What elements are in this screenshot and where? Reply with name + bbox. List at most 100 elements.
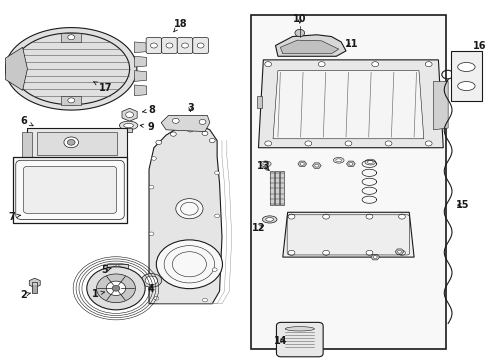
- FancyBboxPatch shape: [192, 38, 208, 53]
- Circle shape: [322, 214, 329, 219]
- Polygon shape: [5, 28, 137, 110]
- Circle shape: [68, 98, 75, 103]
- Circle shape: [166, 43, 173, 48]
- Bar: [449, 51, 481, 101]
- Polygon shape: [106, 264, 128, 270]
- Circle shape: [197, 43, 203, 48]
- Polygon shape: [37, 128, 132, 132]
- Polygon shape: [346, 161, 354, 167]
- Circle shape: [156, 140, 162, 144]
- Text: 16: 16: [472, 41, 486, 50]
- Polygon shape: [297, 161, 306, 167]
- Ellipse shape: [457, 62, 474, 72]
- Polygon shape: [272, 71, 423, 139]
- Circle shape: [149, 185, 154, 189]
- Circle shape: [67, 139, 75, 145]
- Ellipse shape: [364, 159, 375, 165]
- Polygon shape: [134, 71, 146, 81]
- Circle shape: [29, 169, 35, 173]
- Circle shape: [199, 120, 205, 125]
- Text: 10: 10: [292, 14, 306, 24]
- Polygon shape: [275, 35, 346, 56]
- Circle shape: [348, 162, 352, 165]
- Circle shape: [425, 141, 431, 146]
- Circle shape: [125, 112, 133, 118]
- Circle shape: [209, 138, 215, 143]
- Circle shape: [104, 169, 110, 173]
- Bar: [274, 171, 278, 205]
- FancyBboxPatch shape: [276, 322, 323, 357]
- Circle shape: [366, 214, 372, 219]
- FancyBboxPatch shape: [162, 38, 177, 53]
- Ellipse shape: [285, 327, 314, 331]
- Circle shape: [64, 137, 79, 148]
- Ellipse shape: [141, 274, 162, 287]
- Circle shape: [345, 141, 351, 146]
- Polygon shape: [149, 125, 222, 304]
- Polygon shape: [394, 249, 403, 255]
- Polygon shape: [37, 132, 117, 155]
- Text: 4: 4: [148, 284, 155, 294]
- Circle shape: [149, 232, 154, 235]
- Polygon shape: [258, 60, 443, 148]
- Circle shape: [314, 164, 318, 167]
- FancyBboxPatch shape: [23, 166, 116, 213]
- Circle shape: [106, 281, 125, 296]
- Circle shape: [366, 250, 372, 255]
- Text: 15: 15: [455, 200, 468, 210]
- Circle shape: [104, 207, 110, 211]
- Polygon shape: [134, 42, 146, 53]
- Circle shape: [202, 131, 207, 135]
- Bar: [32, 282, 37, 293]
- Text: 9: 9: [140, 122, 154, 132]
- Circle shape: [29, 207, 35, 211]
- Circle shape: [187, 128, 193, 132]
- Polygon shape: [122, 108, 137, 121]
- Circle shape: [287, 214, 294, 219]
- Circle shape: [264, 141, 271, 146]
- Circle shape: [154, 297, 159, 300]
- Text: 8: 8: [142, 105, 155, 115]
- Circle shape: [264, 62, 271, 67]
- Circle shape: [172, 118, 179, 123]
- Text: 7: 7: [8, 212, 20, 221]
- Circle shape: [150, 279, 155, 282]
- Circle shape: [397, 250, 401, 253]
- Circle shape: [150, 43, 157, 48]
- Text: 5: 5: [101, 265, 111, 275]
- Polygon shape: [433, 81, 447, 130]
- Ellipse shape: [119, 121, 138, 130]
- Circle shape: [371, 62, 378, 67]
- Circle shape: [96, 274, 135, 303]
- Text: 1: 1: [92, 289, 104, 299]
- Text: 2: 2: [20, 290, 30, 300]
- Text: 12: 12: [251, 224, 264, 233]
- Circle shape: [170, 132, 176, 136]
- Text: 17: 17: [93, 81, 112, 93]
- Polygon shape: [312, 163, 321, 168]
- Polygon shape: [61, 33, 81, 42]
- Ellipse shape: [457, 81, 474, 91]
- Ellipse shape: [145, 276, 158, 285]
- Circle shape: [212, 268, 217, 271]
- Circle shape: [425, 62, 431, 67]
- Bar: [279, 171, 283, 205]
- Polygon shape: [282, 212, 413, 257]
- Circle shape: [175, 199, 203, 219]
- Circle shape: [300, 162, 304, 165]
- Polygon shape: [134, 85, 146, 96]
- Ellipse shape: [262, 216, 276, 223]
- Circle shape: [305, 141, 311, 146]
- Circle shape: [181, 43, 188, 48]
- Circle shape: [202, 298, 207, 302]
- Polygon shape: [161, 116, 209, 132]
- Text: 13: 13: [256, 161, 269, 171]
- Polygon shape: [61, 96, 81, 105]
- Polygon shape: [280, 40, 338, 54]
- Circle shape: [156, 240, 222, 289]
- Circle shape: [68, 35, 75, 40]
- Circle shape: [318, 62, 325, 67]
- Ellipse shape: [123, 123, 133, 128]
- Text: 3: 3: [186, 103, 193, 113]
- Circle shape: [398, 214, 405, 219]
